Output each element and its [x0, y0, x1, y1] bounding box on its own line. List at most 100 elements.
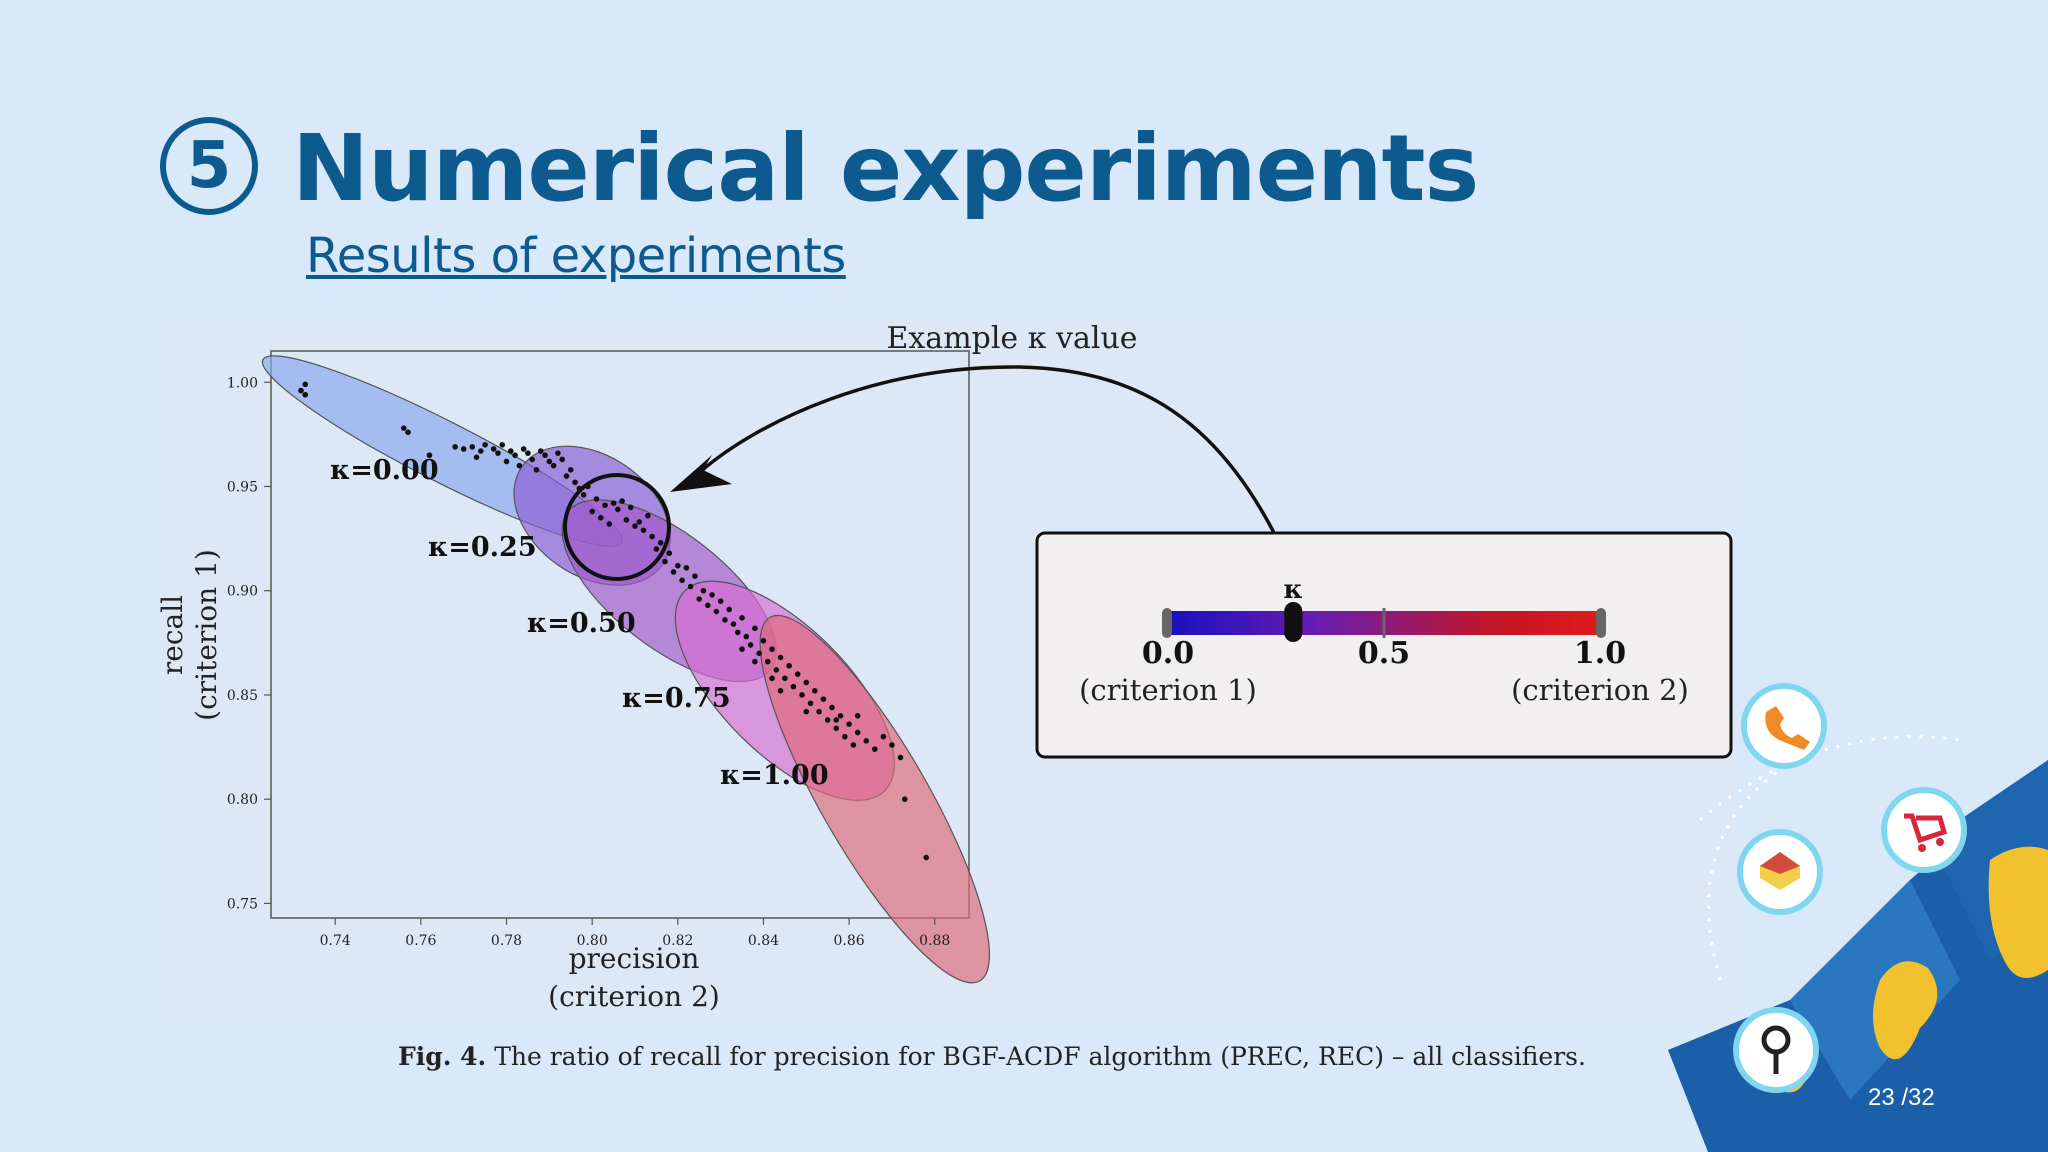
x-tick-label: 0.78: [491, 933, 522, 949]
data-point: [405, 429, 411, 436]
group-label-0: κ=0.00: [330, 455, 439, 486]
kappa-symbol: κ: [1284, 575, 1304, 605]
ellipse-layer: [261, 355, 991, 984]
data-point: [713, 608, 720, 615]
data-point: [512, 452, 518, 459]
data-point: [503, 458, 510, 465]
data-point: [529, 456, 536, 463]
data-point: [807, 700, 814, 707]
data-point: [837, 712, 844, 719]
data-point: [901, 796, 908, 802]
data-point: [747, 642, 754, 648]
phone-icon[interactable]: [1741, 683, 1827, 769]
data-point: [769, 646, 775, 652]
data-point: [756, 650, 762, 657]
data-point: [850, 742, 857, 748]
page-number: 23 /32: [1868, 1084, 1935, 1111]
data-point: [542, 452, 548, 459]
data-point: [760, 637, 767, 644]
data-point: [606, 521, 613, 527]
group-label-2: κ=0.50: [527, 608, 636, 639]
data-point: [889, 742, 895, 748]
data-point: [563, 473, 570, 479]
scale-end-label-right: (criterion 2): [1511, 673, 1689, 707]
x-axis-label: precision: [569, 942, 700, 975]
data-point: [846, 721, 852, 727]
group-ellipse-4: [759, 614, 991, 984]
data-point: [670, 569, 677, 575]
data-point: [623, 517, 630, 523]
data-point: [692, 573, 698, 579]
data-point: [709, 592, 715, 598]
data-point: [632, 523, 638, 529]
y-axis-label: recall: [156, 595, 189, 675]
x-tick-label: 0.82: [662, 933, 693, 949]
data-point: [773, 667, 780, 673]
data-point: [640, 527, 647, 534]
data-point: [842, 733, 848, 740]
y-tick-label: 0.90: [227, 584, 258, 600]
kappa-marker[interactable]: [1284, 602, 1303, 642]
slide-title: Numerical experiments: [292, 115, 1479, 222]
data-point: [636, 519, 643, 525]
data-point: [790, 683, 797, 690]
data-point: [589, 508, 595, 515]
data-point: [734, 629, 741, 636]
data-point: [679, 577, 685, 584]
data-point: [400, 425, 407, 431]
annotation-label: Example κ value: [886, 321, 1137, 356]
plot-frame: [270, 350, 970, 919]
data-point: [923, 854, 929, 861]
data-point: [782, 675, 788, 682]
data-point: [520, 446, 527, 452]
data-point: [478, 448, 484, 454]
data-point: [897, 754, 904, 761]
data-point: [537, 448, 544, 454]
y-tick-label: 0.75: [227, 896, 258, 912]
data-point: [696, 596, 703, 602]
data-point: [683, 564, 690, 571]
slide-subtitle-link[interactable]: Results of experiments: [306, 228, 846, 284]
data-point: [627, 504, 634, 511]
data-point: [593, 496, 600, 502]
data-point: [824, 717, 831, 723]
scale-tick-0: 0.0: [1142, 636, 1194, 671]
y-tick-label: 1.00: [227, 375, 258, 391]
kappa-scale-box: [1035, 531, 1733, 759]
data-point: [687, 583, 694, 590]
house-icon[interactable]: [1737, 829, 1823, 915]
x-tick-label: 0.84: [748, 933, 779, 949]
data-point: [302, 381, 309, 388]
y-tick-label: 0.85: [227, 688, 258, 704]
shopping-cart-icon[interactable]: [1881, 787, 1967, 873]
location-pin-icon[interactable]: [1733, 1007, 1819, 1093]
data-point: [833, 717, 840, 723]
x-tick-label: 0.76: [405, 933, 436, 949]
data-point: [516, 462, 523, 469]
data-point: [525, 450, 531, 456]
data-point: [854, 729, 861, 736]
scale-tick-1: 1.0: [1574, 636, 1626, 671]
figure-caption: Fig. 4. The ratio of recall for precisio…: [398, 1042, 1586, 1071]
data-point: [739, 615, 745, 621]
scale-tick-05: 0.5: [1358, 636, 1410, 671]
data-point: [499, 442, 506, 448]
data-point: [743, 633, 750, 640]
data-point: [786, 662, 792, 669]
x-tick-label: 0.80: [577, 933, 608, 949]
data-point: [645, 512, 651, 519]
x-tick-label: 0.86: [834, 933, 865, 949]
data-point: [752, 625, 758, 632]
data-point: [572, 479, 578, 486]
data-point: [777, 687, 784, 694]
data-point: [495, 450, 501, 456]
data-point: [490, 446, 497, 452]
kappa-bar-left-cap: [1162, 608, 1172, 638]
data-point: [803, 708, 810, 715]
data-point: [597, 514, 604, 521]
data-point: [555, 450, 561, 456]
data-point: [469, 444, 476, 450]
group-label-3: κ=0.75: [622, 683, 731, 714]
example-highlight-circle: [563, 473, 671, 581]
